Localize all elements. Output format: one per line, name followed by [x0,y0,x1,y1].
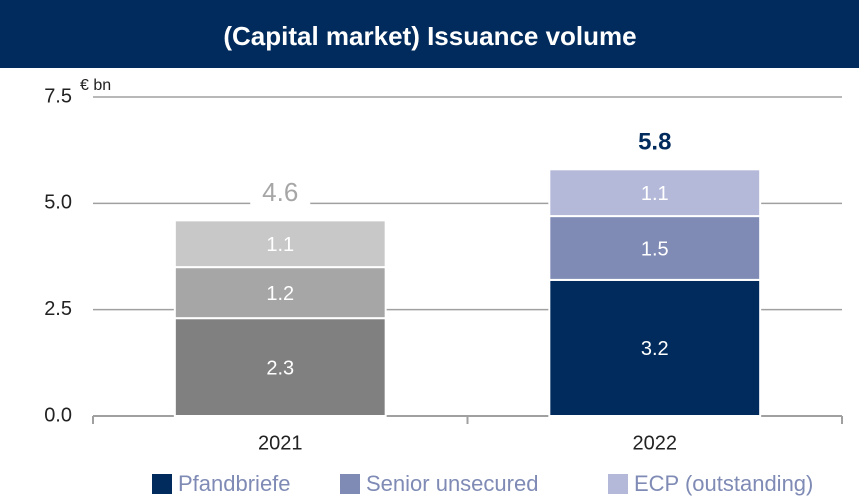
data-label: 1.1 [266,234,294,256]
legend-swatch [340,474,360,494]
legend-label: Pfandbriefe [178,471,291,496]
x-tick-label: 2021 [258,432,303,454]
title-band [0,0,859,68]
bar-segment [548,278,762,418]
data-label: 1.5 [641,238,669,260]
legend-label: ECP (outstanding) [634,471,813,496]
data-label: 1.2 [266,283,294,305]
data-label: 1.1 [641,183,669,205]
total-label: 4.6 [262,177,298,207]
y-tick-label: 0.0 [44,404,72,426]
total-label-bg [250,180,311,209]
total-label-bg [624,129,685,158]
legend-swatch [152,474,172,494]
data-label: 2.3 [266,357,294,379]
bar-segment [548,168,762,218]
y-tick-label: 5.0 [44,192,72,214]
x-tick-label: 2022 [633,432,678,454]
y-tick-label: 7.5 [44,85,72,107]
bar-segment [548,215,762,281]
data-label: 3.2 [641,338,669,360]
chart-title: (Capital market) Issuance volume [223,21,636,51]
y-axis-label: € bn [80,77,111,94]
total-label: 5.8 [638,129,671,156]
legend-label: Senior unsecured [366,471,538,496]
y-tick-label: 2.5 [44,298,72,320]
legend-swatch [608,474,628,494]
bar-segment [173,219,387,269]
